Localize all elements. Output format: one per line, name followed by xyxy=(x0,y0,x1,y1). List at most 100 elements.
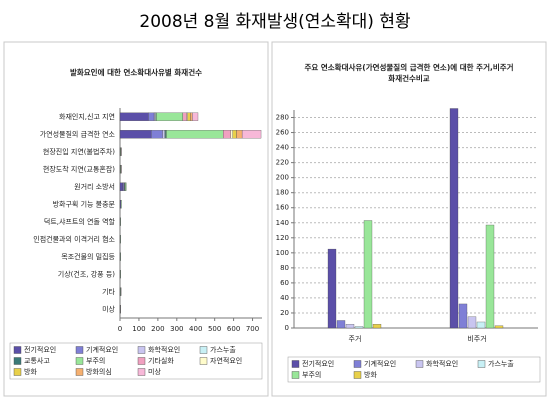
y-tick-label: 240 xyxy=(276,144,289,152)
y-tick-label: 100 xyxy=(276,249,289,257)
bar xyxy=(485,224,495,329)
bar-segment xyxy=(148,112,155,121)
x-tick-label: 0 xyxy=(118,325,122,333)
y-tick-label: 40 xyxy=(280,294,289,302)
y-tick-label: 80 xyxy=(280,264,289,272)
legend-swatch xyxy=(13,346,22,354)
chart-title: 주요 연소확대사유(가연성물질의 급격한 연소)에 대한 주거,비주거 화재건수비… xyxy=(304,62,513,83)
x-tick-label: 400 xyxy=(189,325,202,333)
x-tick-label: 100 xyxy=(132,325,145,333)
legend-swatch xyxy=(13,357,22,365)
y-tick-label: 화재인지,신고 지연 xyxy=(59,112,115,121)
legend-swatch xyxy=(75,346,84,354)
right-panel xyxy=(271,41,547,397)
y-tick-label: 인접건물과의 이격거리 협소 xyxy=(33,234,115,243)
legend-label: 기타실화 xyxy=(148,356,174,365)
bar xyxy=(327,248,337,329)
legend-swatch xyxy=(477,360,486,368)
legend-label: 부주의 xyxy=(302,370,321,379)
x-tick-label: 비주거 xyxy=(467,334,486,343)
bar xyxy=(345,324,355,329)
bar-segment xyxy=(232,130,237,139)
bar xyxy=(449,108,459,329)
legend-label: 화학적요인 xyxy=(426,359,458,368)
bar xyxy=(494,325,504,329)
legend-frame xyxy=(287,356,541,383)
legend-label: 가스누출 xyxy=(488,359,514,368)
bar-segment xyxy=(223,130,231,139)
bar-segment xyxy=(162,130,165,139)
bar-segment xyxy=(119,112,149,121)
y-tick-label: 20 xyxy=(280,309,289,317)
bar-segment xyxy=(120,200,122,209)
legend-swatch xyxy=(291,371,300,379)
bar-segment xyxy=(182,112,187,121)
y-tick-label: 현장진입 지연(불법주차) xyxy=(43,147,115,156)
y-tick-label: 260 xyxy=(276,129,289,137)
bar-segment xyxy=(187,112,191,121)
bar-segment xyxy=(241,130,262,139)
legend-swatch xyxy=(353,360,362,368)
legend-swatch xyxy=(415,360,424,368)
x-tick-label: 주거 xyxy=(349,334,362,343)
legend-swatch xyxy=(137,368,146,376)
legend-swatch xyxy=(137,357,146,365)
legend-swatch xyxy=(75,357,84,365)
chart-title: 발화요인에 대한 연소확대사유별 화재건수 xyxy=(70,67,202,77)
legend-label: 방화 xyxy=(364,370,377,379)
y-tick-label: 미상 xyxy=(102,304,115,313)
bar xyxy=(363,220,373,329)
legend-swatch xyxy=(137,346,146,354)
legend-label: 방화 xyxy=(24,367,37,376)
y-tick-label: 140 xyxy=(276,219,289,227)
bar xyxy=(336,320,346,329)
y-tick-label: 180 xyxy=(276,189,289,197)
y-tick-label: 기상(건조, 강풍 등) xyxy=(58,269,115,278)
y-tick-label: 덕트,샤프트의 연돌 역할 xyxy=(44,217,116,226)
x-tick-label: 200 xyxy=(151,325,164,333)
bar-segment xyxy=(166,130,224,139)
bar-segment xyxy=(190,112,193,121)
legend-label: 가스누출 xyxy=(210,345,236,354)
x-tick-label: 300 xyxy=(170,325,183,333)
legend-label: 교통사고 xyxy=(24,356,50,365)
y-tick-label: 220 xyxy=(276,159,289,167)
y-tick-label: 현장도착 지연(교통혼잡) xyxy=(43,164,115,173)
y-tick-label: 60 xyxy=(280,279,289,287)
y-tick-label: 160 xyxy=(276,204,289,212)
y-tick-label: 목조건물의 밀집등 xyxy=(61,252,115,261)
y-tick-label: 0 xyxy=(285,324,289,332)
bar-segment xyxy=(230,130,233,139)
bar-segment xyxy=(119,130,152,139)
bar-segment xyxy=(151,130,163,139)
legend-swatch xyxy=(353,371,362,379)
legend-label: 기계적요인 xyxy=(364,359,396,368)
legend-label: 기계적요인 xyxy=(86,345,118,354)
x-tick-label: 600 xyxy=(227,325,240,333)
bar xyxy=(354,326,364,329)
y-tick-label: 280 xyxy=(276,114,289,122)
bar-segment xyxy=(236,130,243,139)
bar-segment xyxy=(125,182,127,191)
y-tick-label: 원거리 소방서 xyxy=(74,182,115,191)
legend-swatch xyxy=(75,368,84,376)
bar xyxy=(476,321,486,329)
y-tick-label: 120 xyxy=(276,234,289,242)
legend-label: 부주의 xyxy=(86,356,105,365)
page-title: 2008년 8월 화재발생(연소확대) 현황 xyxy=(139,12,410,32)
left-panel xyxy=(3,41,269,397)
bar-segment xyxy=(119,182,123,191)
legend-frame xyxy=(9,342,263,380)
bar xyxy=(372,324,382,329)
x-tick-label: 700 xyxy=(246,325,259,333)
y-tick-label: 기타 xyxy=(102,287,115,296)
y-tick-label: 200 xyxy=(276,174,289,182)
legend-swatch xyxy=(199,346,208,354)
legend-label: 전기적요인 xyxy=(24,345,56,354)
bar-segment xyxy=(156,112,184,121)
legend-label: 화학적요인 xyxy=(148,345,180,354)
legend-swatch xyxy=(291,360,300,368)
legend-label: 전기적요인 xyxy=(302,359,334,368)
